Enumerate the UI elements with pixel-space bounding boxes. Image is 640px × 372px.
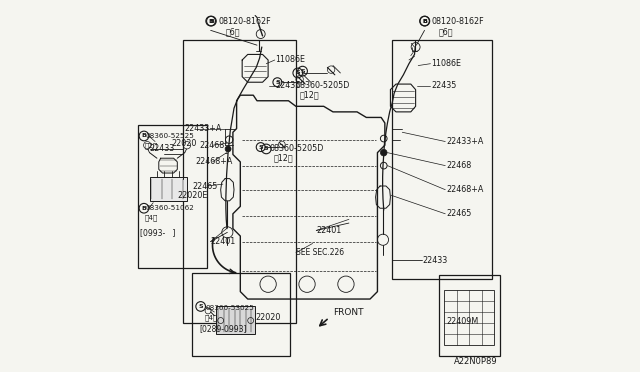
- Text: （4）: （4）: [205, 314, 218, 321]
- Text: 11086E: 11086E: [276, 55, 305, 64]
- Circle shape: [225, 146, 231, 152]
- Text: 22433+A: 22433+A: [185, 124, 222, 133]
- Text: （6）: （6）: [225, 28, 240, 37]
- Text: 08360-53025: 08360-53025: [205, 305, 254, 311]
- Text: 22433: 22433: [422, 256, 447, 264]
- Text: S: S: [275, 80, 280, 85]
- Bar: [192, 273, 291, 356]
- Bar: [444, 290, 494, 345]
- Text: 22468: 22468: [446, 161, 471, 170]
- Text: FRONT: FRONT: [333, 308, 364, 317]
- Text: 08120-8162F: 08120-8162F: [431, 17, 484, 26]
- Bar: [392, 39, 492, 279]
- Text: 22433: 22433: [150, 144, 175, 153]
- Text: 22468: 22468: [200, 141, 225, 150]
- Text: 22435: 22435: [276, 81, 301, 90]
- Text: 22020E: 22020E: [177, 191, 208, 200]
- Text: （12）: （12）: [300, 91, 319, 100]
- Text: （4）: （4）: [145, 214, 159, 221]
- Bar: [216, 307, 255, 334]
- Text: SEE SEC.226: SEE SEC.226: [296, 248, 344, 257]
- Text: 22468+A: 22468+A: [446, 185, 483, 194]
- Bar: [138, 125, 207, 267]
- Text: （6）: （6）: [438, 28, 453, 37]
- Text: 22435: 22435: [431, 81, 456, 90]
- Text: B: B: [209, 19, 214, 23]
- Text: S: S: [300, 68, 305, 74]
- Text: 08360-5205D: 08360-5205D: [296, 81, 350, 90]
- Text: [0289-0993]: [0289-0993]: [200, 324, 247, 333]
- Text: S: S: [198, 304, 203, 309]
- Text: 22465: 22465: [192, 182, 218, 190]
- Text: 22020: 22020: [172, 139, 197, 148]
- Text: S: S: [259, 145, 263, 150]
- Text: 08120-8162F: 08120-8162F: [218, 17, 271, 26]
- Bar: [438, 275, 500, 356]
- Text: 22465: 22465: [446, 209, 472, 218]
- Text: A22N0P89: A22N0P89: [454, 357, 498, 366]
- Text: 22401: 22401: [211, 237, 236, 246]
- Text: B: B: [422, 19, 428, 23]
- Text: 11086E: 11086E: [431, 59, 461, 68]
- Text: [0993-   ]: [0993- ]: [140, 228, 175, 237]
- Bar: [183, 39, 296, 323]
- Text: B: B: [422, 19, 427, 23]
- Text: 08360-5205D: 08360-5205D: [270, 144, 324, 153]
- Text: B: B: [208, 19, 213, 23]
- Circle shape: [380, 149, 387, 156]
- Text: S: S: [264, 147, 269, 151]
- Text: S: S: [296, 70, 300, 76]
- Text: （2）: （2）: [145, 142, 159, 148]
- Bar: [150, 177, 187, 201]
- Text: 22409M: 22409M: [447, 317, 479, 326]
- Text: B: B: [141, 206, 147, 211]
- Text: 08360-51062: 08360-51062: [145, 205, 194, 211]
- Text: 08360-52525: 08360-52525: [145, 133, 194, 139]
- Text: B: B: [141, 134, 147, 138]
- Text: 22020: 22020: [255, 313, 280, 322]
- Text: 22433+A: 22433+A: [446, 137, 483, 146]
- Text: 22468+A: 22468+A: [196, 157, 233, 166]
- Text: 22401: 22401: [316, 226, 342, 235]
- Text: （12）: （12）: [274, 154, 293, 163]
